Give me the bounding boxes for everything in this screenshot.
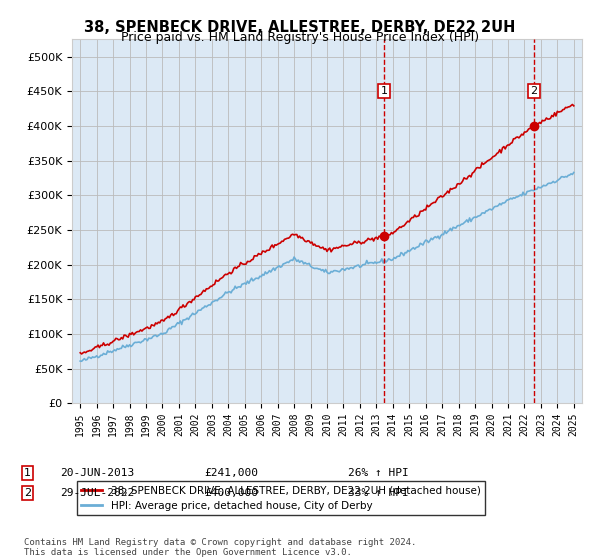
Text: 2: 2	[24, 488, 31, 498]
Text: 2: 2	[530, 86, 538, 96]
Text: 26% ↑ HPI: 26% ↑ HPI	[348, 468, 409, 478]
Text: Price paid vs. HM Land Registry's House Price Index (HPI): Price paid vs. HM Land Registry's House …	[121, 31, 479, 44]
Text: 29-JUL-2022: 29-JUL-2022	[60, 488, 134, 498]
Text: Contains HM Land Registry data © Crown copyright and database right 2024.
This d: Contains HM Land Registry data © Crown c…	[24, 538, 416, 557]
Text: 33% ↑ HPI: 33% ↑ HPI	[348, 488, 409, 498]
Text: 20-JUN-2013: 20-JUN-2013	[60, 468, 134, 478]
Text: 1: 1	[380, 86, 388, 96]
Text: £241,000: £241,000	[204, 468, 258, 478]
Text: 38, SPENBECK DRIVE, ALLESTREE, DERBY, DE22 2UH: 38, SPENBECK DRIVE, ALLESTREE, DERBY, DE…	[85, 20, 515, 35]
Legend: 38, SPENBECK DRIVE, ALLESTREE, DERBY, DE22 2UH (detached house), HPI: Average pr: 38, SPENBECK DRIVE, ALLESTREE, DERBY, DE…	[77, 481, 485, 515]
Text: £400,000: £400,000	[204, 488, 258, 498]
Text: 1: 1	[24, 468, 31, 478]
